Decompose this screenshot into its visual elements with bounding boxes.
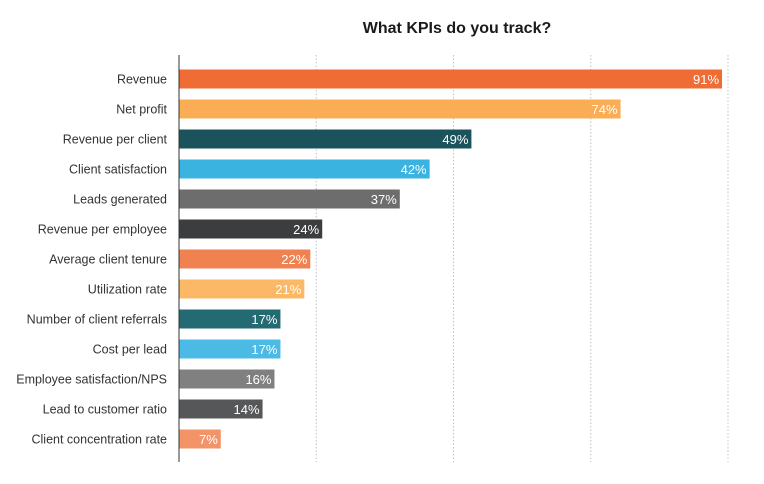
- value-label: 42%: [401, 162, 427, 177]
- category-label: Client concentration rate: [32, 433, 168, 447]
- category-label: Employee satisfaction/NPS: [16, 373, 167, 387]
- category-label: Revenue per client: [63, 133, 168, 147]
- category-label: Utilization rate: [88, 283, 167, 297]
- value-label: 17%: [251, 312, 277, 327]
- bar: [179, 69, 723, 89]
- category-label: Number of client referrals: [27, 313, 167, 327]
- bar: [179, 399, 263, 419]
- value-label: 17%: [251, 342, 277, 357]
- bar: [179, 219, 323, 239]
- value-label: 14%: [234, 402, 260, 417]
- bar: [179, 159, 430, 179]
- bar: [179, 429, 221, 449]
- bar: [179, 279, 305, 299]
- category-label: Client satisfaction: [69, 163, 167, 177]
- bar: [179, 369, 275, 389]
- chart-title: What KPIs do you track?: [362, 20, 552, 37]
- category-label: Lead to customer ratio: [43, 403, 167, 417]
- bar: [179, 339, 281, 359]
- value-label: 21%: [275, 282, 301, 297]
- value-label: 91%: [693, 72, 719, 87]
- value-label: 16%: [245, 372, 271, 387]
- value-label: 37%: [371, 192, 397, 207]
- category-label: Net profit: [116, 103, 167, 117]
- bar: [179, 309, 281, 329]
- category-label: Leads generated: [73, 193, 167, 207]
- bar: [179, 249, 311, 269]
- value-label: 49%: [442, 132, 468, 147]
- value-label: 24%: [293, 222, 319, 237]
- category-label: Average client tenure: [49, 253, 167, 267]
- bar: [179, 99, 621, 119]
- value-label: 7%: [199, 432, 218, 447]
- category-label: Revenue: [117, 73, 167, 87]
- category-label: Revenue per employee: [38, 223, 167, 237]
- category-label: Cost per lead: [93, 343, 167, 357]
- bar: [179, 129, 472, 149]
- bar: [179, 189, 400, 209]
- value-label: 22%: [281, 252, 307, 267]
- value-label: 74%: [592, 102, 618, 117]
